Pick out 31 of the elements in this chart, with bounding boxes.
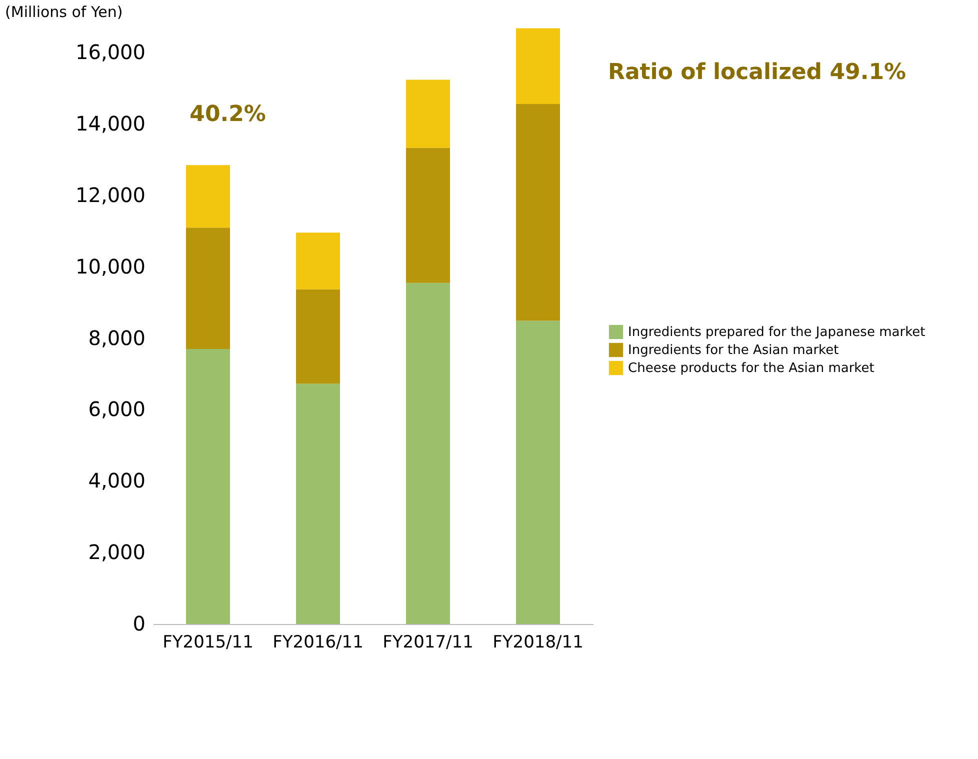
x-tick-label: FY2017/11 (382, 632, 474, 652)
bar (406, 148, 450, 283)
bar (296, 384, 340, 624)
bar (186, 349, 230, 624)
y-tick-label: 12,000 (76, 182, 146, 207)
y-axis-title: (Millions of Yen) (5, 3, 123, 21)
y-tick-label: 10,000 (76, 254, 146, 278)
bar (186, 228, 230, 349)
bar (516, 104, 560, 321)
bar (296, 289, 340, 384)
x-tick-label: FY2016/11 (272, 632, 364, 652)
x-tick-label: FY2015/11 (162, 632, 254, 652)
bar (406, 282, 450, 624)
bar (186, 165, 230, 228)
y-tick-label: 0 (132, 612, 146, 636)
bar (296, 232, 340, 290)
legend-label: Ingredients prepared for the Japanese market (628, 325, 926, 340)
text: Ratio of localized 49.1% (608, 60, 906, 85)
y-tick-label: 6,000 (88, 397, 146, 422)
y-tick-label: 16,000 (76, 40, 146, 64)
bar (516, 320, 560, 624)
y-tick-label: 14,000 (76, 112, 146, 136)
annotation: 40.2% (190, 102, 266, 127)
legend-label: Cheese products for the Asian market (628, 361, 874, 376)
y-tick-label: 4,000 (88, 468, 146, 493)
legend-label: Ingredients for the Asian market (628, 343, 839, 358)
y-tick-label: 2,000 (88, 540, 146, 564)
x-tick-label: FY2018/11 (492, 632, 584, 652)
bar (406, 80, 450, 148)
bar (516, 28, 560, 104)
y-tick-label: 8,000 (88, 326, 146, 350)
